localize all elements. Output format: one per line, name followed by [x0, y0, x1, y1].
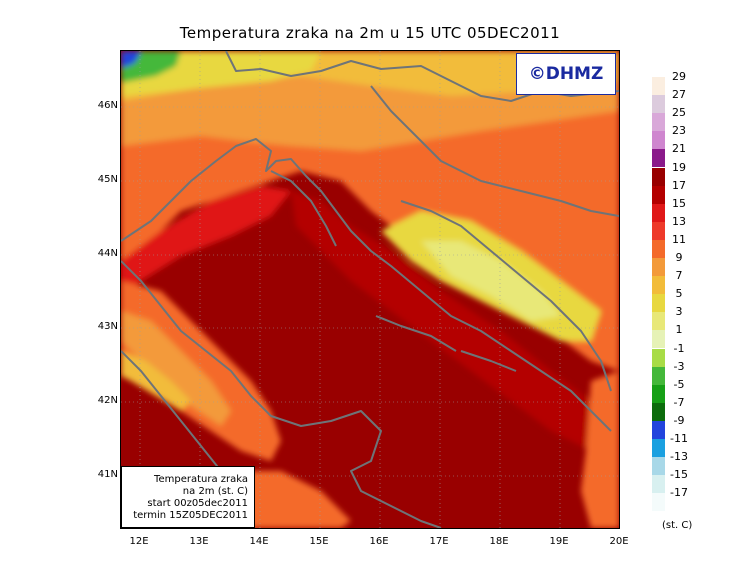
legend-swatch	[652, 457, 665, 476]
legend-units: (st. C)	[662, 520, 693, 531]
legend-swatch	[652, 420, 665, 439]
legend-label: -3	[673, 359, 685, 373]
legend-swatch	[652, 149, 665, 168]
lat-label: 45N	[97, 174, 118, 185]
legend-label: 9	[675, 251, 683, 264]
legend-swatch	[652, 330, 665, 349]
legend-label: 21	[672, 142, 686, 156]
legend-label: -7	[673, 395, 685, 409]
legend-label: -5	[673, 377, 685, 391]
legend-label: 13	[672, 214, 686, 228]
info-line-2: na 2m (st. C)	[182, 486, 248, 497]
lon-label: 15E	[309, 536, 329, 547]
legend-label: 23	[672, 124, 686, 138]
legend-swatch	[652, 348, 665, 367]
legend-swatch	[652, 366, 665, 385]
legend-swatch	[652, 221, 665, 240]
legend-swatch	[652, 402, 665, 421]
legend-swatch	[652, 384, 665, 403]
lat-label: 42N	[97, 395, 118, 406]
lon-label: 18E	[489, 536, 509, 547]
legend-label: 17	[672, 178, 686, 192]
legend-swatch	[652, 312, 665, 331]
temperature-map	[120, 50, 620, 529]
info-line-4: termin 15Z05DEC2011	[133, 510, 248, 521]
legend-swatch	[652, 294, 665, 313]
legend-label: 29	[672, 70, 686, 83]
legend-label: 1	[675, 323, 683, 337]
legend-label: 15	[672, 196, 686, 210]
legend-swatch	[652, 131, 665, 150]
legend-swatch	[652, 258, 665, 276]
legend-label: 27	[672, 88, 686, 102]
lon-label: 14E	[249, 536, 269, 547]
legend-label: -15	[670, 468, 688, 482]
legend-label: 19	[672, 160, 686, 174]
legend-label: 5	[675, 287, 683, 301]
legend-label: -9	[673, 413, 685, 427]
info-line-3: start 00z05dec2011	[147, 498, 248, 509]
legend-swatch	[652, 276, 665, 295]
legend-swatch	[652, 185, 665, 204]
lon-label: 17E	[429, 536, 449, 547]
legend-label: -13	[670, 450, 688, 464]
legend-swatch	[652, 203, 665, 222]
legend-swatch	[652, 493, 665, 512]
temperature-field	[121, 51, 619, 528]
legend-swatch	[652, 439, 665, 457]
legend-label: 11	[672, 232, 686, 246]
legend-label: -17	[670, 486, 688, 500]
legend-label: -1	[673, 341, 685, 355]
info-box: Temperatura zraka na 2m (st. C) start 00…	[121, 466, 255, 528]
legend-swatch	[652, 167, 665, 186]
lat-label: 43N	[97, 321, 118, 332]
legend-swatch	[652, 77, 665, 95]
legend-label: 3	[675, 305, 683, 319]
legend-label: 25	[672, 106, 686, 120]
lon-label: 19E	[549, 536, 569, 547]
legend-label: -11	[670, 432, 688, 445]
lat-label: 44N	[97, 248, 118, 259]
dhmz-logo: ©DHMZ	[516, 53, 616, 95]
legend-swatch	[652, 475, 665, 494]
legend-label: 7	[675, 269, 683, 283]
info-line-1: Temperatura zraka	[154, 474, 248, 485]
lon-label: 12E	[129, 536, 149, 547]
legend-swatch	[652, 113, 665, 132]
lon-label: 16E	[369, 536, 389, 547]
legend-swatch	[652, 239, 665, 258]
lat-label: 41N	[97, 469, 118, 480]
lon-label: 13E	[189, 536, 209, 547]
lon-label: 20E	[609, 536, 629, 547]
legend-swatch	[652, 95, 665, 114]
lat-label: 46N	[97, 100, 118, 111]
map-title: Temperatura zraka na 2m u 15 UTC 05DEC20…	[179, 24, 561, 42]
